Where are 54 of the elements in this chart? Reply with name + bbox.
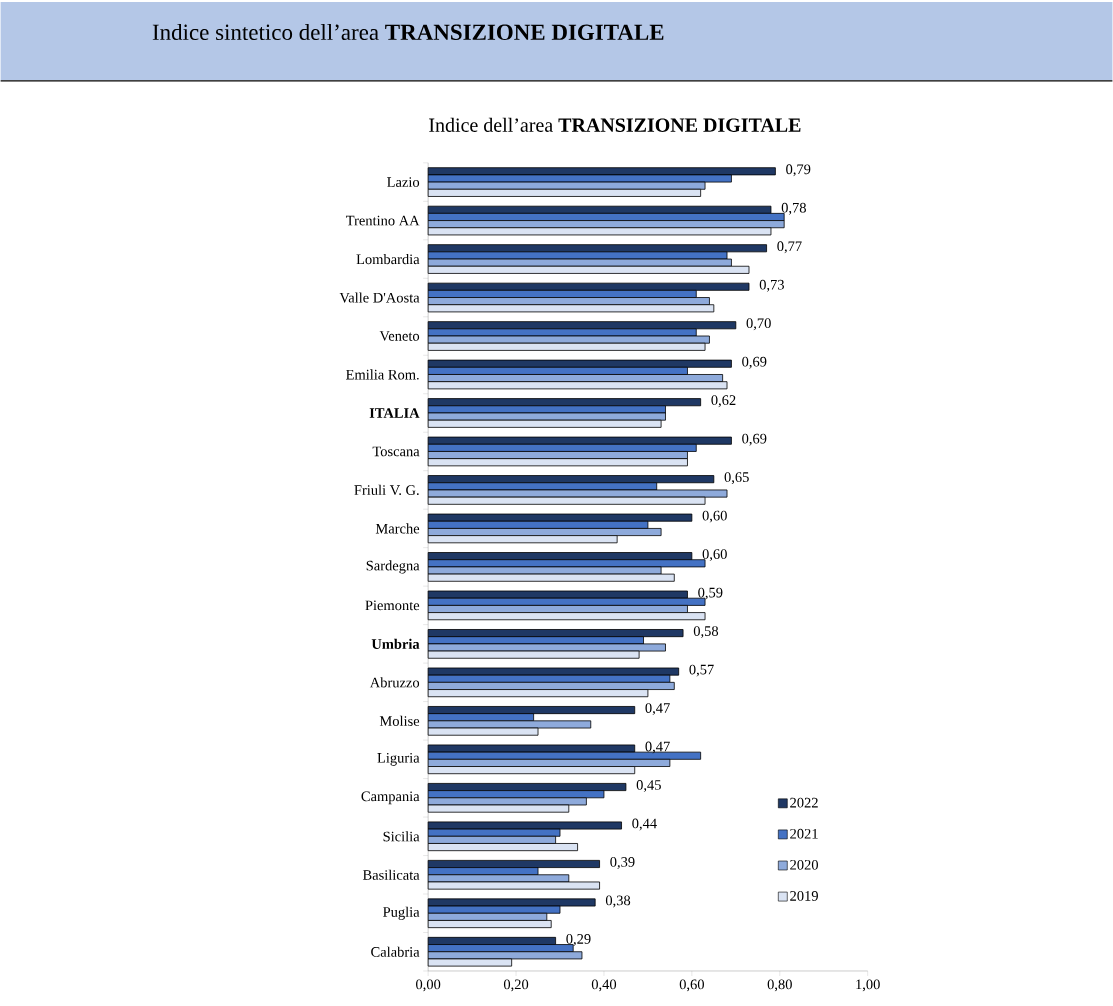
x-tick-label: 1,00: [856, 979, 880, 992]
y-tick-label: Emilia Rom.: [346, 369, 419, 380]
y-tick-label: ITALIA: [369, 408, 420, 418]
y-tick-label: Sicilia: [383, 831, 420, 842]
legend-label: 2020: [790, 859, 818, 870]
chart-title: Indice sintetico dell’area TRANSIZIONE DIGITALE: [152, 23, 664, 41]
x-tick-label: 0,60: [679, 979, 704, 992]
y-tick-label: Sardegna: [366, 560, 420, 574]
x-tick-label: 0,00: [416, 979, 441, 992]
data-label: 0,29: [566, 934, 591, 946]
legend-label: 2022: [790, 797, 818, 808]
y-tick-label: Umbria: [371, 638, 420, 650]
data-label: 0,65: [724, 472, 749, 485]
x-tick-label: 0,80: [767, 979, 792, 992]
y-tick-label: Piemonte: [365, 600, 420, 611]
y-tick-label: Valle D'Aosta: [339, 292, 420, 303]
data-label: 0,69: [742, 356, 767, 369]
y-tick-label: Calabria: [371, 946, 420, 957]
data-label: 0,58: [693, 626, 719, 639]
data-label: 0,79: [786, 164, 811, 177]
legend-label: 2019: [790, 891, 818, 901]
data-label: 0,57: [689, 664, 714, 677]
y-tick-label: Abruzzo: [369, 677, 420, 688]
y-tick-label: Basilicata: [362, 869, 420, 880]
data-label: 0,38: [605, 895, 631, 908]
y-tick-label: Veneto: [379, 331, 420, 341]
data-label: 0,60: [702, 510, 727, 523]
x-tick-label: 0,40: [591, 979, 617, 992]
y-tick-label: Lombardia: [356, 254, 420, 265]
data-label: 0,78: [781, 202, 806, 215]
y-tick-label: Puglia: [383, 906, 420, 920]
y-tick-label: Lazio: [387, 177, 420, 187]
y-tick-label: Liguria: [377, 753, 420, 766]
y-tick-label: Trentino AA: [345, 215, 420, 226]
data-label: 0,77: [777, 241, 802, 254]
y-tick-label: Marche: [375, 523, 420, 534]
chart-subtitle: Indice dell’area TRANSIZIONE DIGITALE: [429, 117, 801, 132]
y-tick-label: Friuli V. G.: [354, 484, 419, 496]
data-label: 0,70: [746, 318, 771, 331]
data-label: 0,60: [702, 549, 727, 562]
data-label: 0,59: [698, 587, 723, 600]
data-label: 0,45: [636, 780, 661, 792]
data-label: 0,62: [711, 395, 736, 408]
data-label: 0,73: [759, 279, 784, 292]
data-label: 0,44: [632, 818, 657, 831]
data-label: 0,47: [645, 741, 670, 754]
data-label: 0,39: [610, 857, 635, 869]
data-label: 0,47: [645, 703, 670, 716]
data-label: 0,69: [742, 433, 767, 446]
y-tick-label: Campania: [361, 791, 420, 805]
x-tick-label: 0,20: [503, 979, 529, 992]
y-tick-label: Toscana: [372, 446, 420, 457]
legend-label: 2021: [790, 828, 818, 839]
y-tick-label: Molise: [379, 715, 420, 726]
